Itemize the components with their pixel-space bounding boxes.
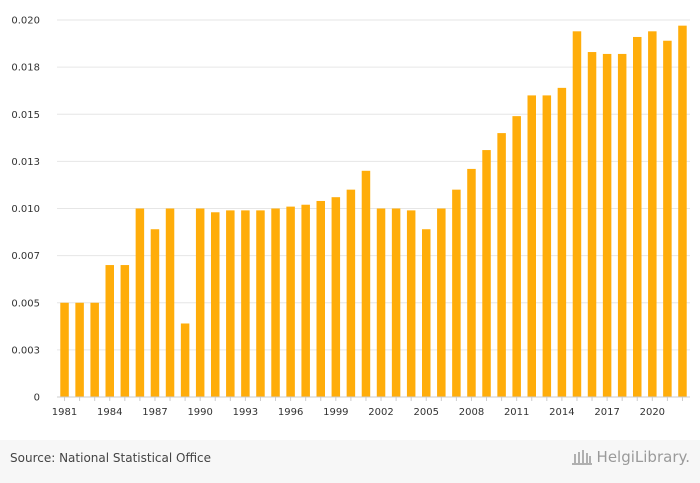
gridlines bbox=[57, 19, 690, 351]
bar-2014 bbox=[557, 87, 567, 398]
bar-1997 bbox=[301, 204, 310, 397]
y-tick-label: 0.003 bbox=[11, 345, 40, 356]
bar-1981 bbox=[60, 302, 69, 397]
bar-1988 bbox=[165, 208, 175, 397]
bar-2022 bbox=[678, 25, 687, 398]
x-tick-label: 1987 bbox=[142, 407, 167, 418]
x-tick-label: 2008 bbox=[459, 407, 484, 418]
y-tick-label: 0 bbox=[34, 393, 40, 404]
bar-1999 bbox=[331, 197, 341, 397]
brand-name: HelgiLibrary. bbox=[596, 448, 690, 466]
x-tick-label: 2017 bbox=[594, 407, 619, 418]
source-note: Source: National Statistical Office bbox=[10, 451, 212, 465]
x-tick-label: 2002 bbox=[368, 407, 393, 418]
bar-1991 bbox=[211, 212, 220, 397]
library-building-icon bbox=[571, 450, 592, 465]
bar-2002 bbox=[376, 208, 386, 397]
x-tick-label: 1996 bbox=[278, 407, 303, 418]
y-tick-label: 0.010 bbox=[11, 204, 40, 215]
bar-1982 bbox=[75, 302, 84, 397]
bar-1992 bbox=[226, 210, 235, 397]
bar-2006 bbox=[437, 208, 446, 397]
y-tick-label: 0.018 bbox=[11, 63, 40, 74]
y-tick-label: 0.005 bbox=[11, 298, 40, 309]
bar-2003 bbox=[391, 208, 401, 397]
x-tick-label: 1990 bbox=[187, 407, 212, 418]
bar-2005 bbox=[422, 229, 431, 397]
bar-2013 bbox=[542, 95, 552, 398]
bar-2012 bbox=[527, 95, 536, 398]
x-tick-label: 1993 bbox=[233, 407, 258, 418]
y-tick-label: 0.013 bbox=[11, 157, 40, 168]
bar-1985 bbox=[120, 265, 130, 397]
bar-2009 bbox=[482, 150, 491, 397]
x-tick-label: 2011 bbox=[504, 407, 529, 418]
bar-1998 bbox=[316, 200, 325, 397]
bar-chart: 0 0.003 0.005 0.007 0.010 0.013 0.015 0.018 0.02… bbox=[11, 16, 690, 418]
bar-2004 bbox=[406, 210, 416, 397]
bar-2018 bbox=[617, 53, 627, 398]
x-axis-tick-labels: 1981 1984 1987 1990 1993 1996 1999 2002 2005 2008… bbox=[52, 407, 665, 418]
bar-2015 bbox=[572, 31, 582, 398]
bar-1996 bbox=[286, 206, 295, 397]
bar-series bbox=[60, 25, 687, 398]
bar-1995 bbox=[271, 208, 280, 397]
x-tick-label: 1984 bbox=[97, 407, 122, 418]
y-axis-tick-labels: 0 0.003 0.005 0.007 0.010 0.013 0.015 0.018 0.02… bbox=[11, 16, 40, 404]
bar-1987 bbox=[150, 229, 160, 397]
bar-1989 bbox=[180, 323, 190, 397]
bar-2008 bbox=[467, 168, 476, 397]
chart-footer: Source: National Statistical Office Helg… bbox=[0, 440, 700, 483]
bar-2016 bbox=[587, 52, 597, 398]
bar-2017 bbox=[602, 53, 612, 398]
x-tick-label: 2014 bbox=[549, 407, 574, 418]
y-tick-label: 0.007 bbox=[11, 251, 40, 262]
bar-1993 bbox=[241, 210, 250, 397]
x-tick-label: 1999 bbox=[323, 407, 348, 418]
bar-1984 bbox=[105, 265, 114, 397]
bar-2021 bbox=[663, 40, 672, 398]
bar-1986 bbox=[135, 208, 145, 397]
bar-2000 bbox=[346, 189, 356, 397]
y-tick-label: 0.015 bbox=[11, 110, 40, 121]
x-tick-label: 1981 bbox=[52, 407, 77, 418]
y-tick-label: 0.020 bbox=[11, 16, 40, 27]
bar-1983 bbox=[90, 302, 99, 397]
x-tick-label: 2005 bbox=[414, 407, 439, 418]
bar-2020 bbox=[648, 31, 657, 398]
bar-2007 bbox=[452, 189, 461, 397]
x-axis-ticks bbox=[64, 397, 683, 401]
bar-1990 bbox=[195, 208, 205, 397]
bar-2019 bbox=[633, 36, 642, 398]
brand-logo[interactable]: HelgiLibrary. bbox=[571, 448, 690, 466]
x-tick-label: 2020 bbox=[640, 407, 665, 418]
bar-2001 bbox=[361, 170, 371, 397]
bar-2010 bbox=[497, 133, 506, 397]
bar-1994 bbox=[256, 210, 265, 397]
bar-2011 bbox=[512, 116, 521, 397]
